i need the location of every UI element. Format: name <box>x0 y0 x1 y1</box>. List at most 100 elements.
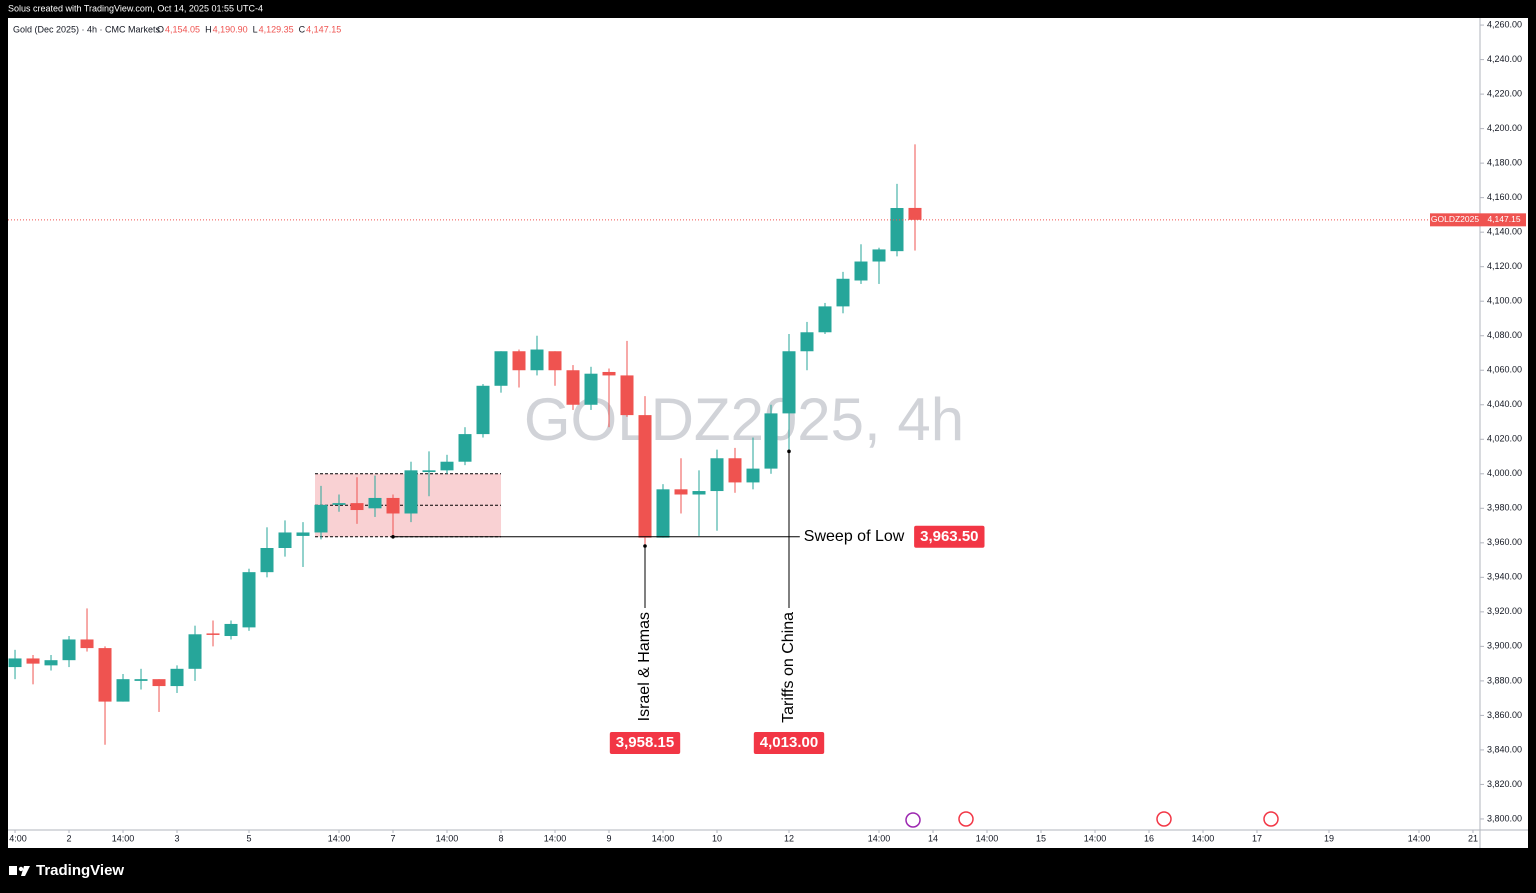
x-tick-label: 14:00 <box>436 833 459 843</box>
x-tick-label: 14:00 <box>1084 833 1107 843</box>
x-tick-label: 14:00 <box>544 833 567 843</box>
candle-body <box>224 623 238 637</box>
x-tick-label: 21 <box>1468 833 1478 843</box>
y-tick-label: 3,800.00 <box>1487 813 1522 823</box>
y-tick-label: 3,960.00 <box>1487 537 1522 547</box>
x-tick-label: 15 <box>1036 833 1046 843</box>
candle-body <box>746 468 760 483</box>
x-tick-label: 14:00 <box>328 833 351 843</box>
y-tick-label: 3,860.00 <box>1487 710 1522 720</box>
candle-body <box>440 461 454 471</box>
y-tick-label: 3,900.00 <box>1487 641 1522 651</box>
annotation-text: Sweep of Low <box>804 528 905 545</box>
candle-body <box>476 385 490 435</box>
y-tick-label: 4,120.00 <box>1487 261 1522 271</box>
candle-body <box>350 503 364 511</box>
candle-body <box>656 489 670 538</box>
annotation-dot <box>643 544 647 548</box>
y-tick-label: 3,920.00 <box>1487 606 1522 616</box>
candle-body <box>530 349 544 371</box>
candle-body <box>710 458 724 492</box>
candle-body <box>152 679 166 687</box>
candle-body <box>800 332 814 352</box>
candle-body <box>620 375 634 416</box>
candle-body <box>494 351 508 386</box>
brand-logo <box>9 866 30 876</box>
candle-body <box>296 532 310 536</box>
candle-body <box>386 497 400 514</box>
candle-body <box>548 351 562 371</box>
price-tag <box>1430 213 1526 227</box>
x-tick-label: 14:00 <box>976 833 999 843</box>
candle-body <box>98 648 112 702</box>
candle-body <box>80 639 94 649</box>
candle-body <box>458 434 472 462</box>
candle-body <box>638 415 652 538</box>
x-tick-label: 12 <box>784 833 794 843</box>
symbol: Gold (Dec 2025) · 4h · CMC Markets <box>13 24 161 34</box>
candle-body <box>242 572 256 628</box>
candle-body <box>278 532 292 549</box>
candle-body <box>188 634 202 669</box>
ohlc-legend: O 4,154.05 H 4,190.90 L 4,129.35 C 4,147.15 <box>157 24 341 34</box>
y-tick-label: 4,060.00 <box>1487 365 1522 375</box>
annotation-dot <box>391 534 395 539</box>
price-tag-name: GOLDZ2025 <box>1431 214 1479 224</box>
x-tick-label: 14:00 <box>1192 833 1215 843</box>
y-tick-label: 4,080.00 <box>1487 330 1522 340</box>
y-tick-label: 4,140.00 <box>1487 227 1522 237</box>
candle-body <box>872 249 886 262</box>
y-tick-label: 3,980.00 <box>1487 503 1522 513</box>
ohlc-key: L <box>253 24 258 34</box>
candle-body <box>692 491 706 495</box>
candle-body <box>764 413 778 469</box>
y-tick-label: 3,880.00 <box>1487 675 1522 685</box>
y-tick-label: 4,040.00 <box>1487 399 1522 409</box>
x-tick-label: 19 <box>1324 833 1334 843</box>
candle-body <box>368 497 382 509</box>
event-icons <box>905 811 1279 828</box>
brand: TradingView <box>36 862 124 879</box>
y-tick-label: 4,220.00 <box>1487 88 1522 98</box>
candle-body <box>782 351 796 414</box>
candle-body <box>260 548 274 573</box>
annotation-tag <box>609 732 681 754</box>
x-tick-label: 14:00 <box>112 833 135 843</box>
x-tick-label: 16 <box>1144 833 1154 843</box>
price-tag-label: 4,147.15 <box>1487 214 1520 224</box>
ohlc-value: 4,154.05 <box>165 24 200 34</box>
ohlc-value: 4,147.15 <box>306 24 341 34</box>
candle-body <box>206 633 220 635</box>
x-tick-label: 14:00 <box>1408 833 1431 843</box>
candle-body <box>836 278 850 307</box>
ohlc-key: O <box>157 24 164 34</box>
candle-body <box>818 306 832 333</box>
annotation-dot <box>787 449 791 454</box>
y-tick-label: 4,100.00 <box>1487 296 1522 306</box>
candle-body <box>62 639 76 661</box>
candle-body <box>890 208 904 252</box>
y-tick-label: 3,820.00 <box>1487 779 1522 789</box>
annotation-price: 4,013.00 <box>760 734 818 751</box>
candle-body <box>602 371 616 376</box>
ohlc-value: 4,190.90 <box>213 24 248 34</box>
y-tick-label: 4,200.00 <box>1487 123 1522 133</box>
y-tick-label: 3,940.00 <box>1487 572 1522 582</box>
candle-body <box>728 458 742 483</box>
annotation-tag <box>753 732 825 754</box>
ohlc-key: H <box>205 24 212 34</box>
candle-body <box>566 370 580 405</box>
y-tick-label: 4,000.00 <box>1487 468 1522 478</box>
candle-body <box>854 261 868 281</box>
x-tick-label: 8 <box>498 833 503 843</box>
y-tick-label: 4,240.00 <box>1487 54 1522 64</box>
x-tick-label: 14:00 <box>868 833 891 843</box>
ohlc-value: 4,129.35 <box>259 24 294 34</box>
candle-body <box>8 658 22 668</box>
x-tick-label: 9 <box>606 833 611 843</box>
candle-body <box>332 503 346 505</box>
x-tick-label: 17 <box>1252 833 1262 843</box>
x-tick-label: 7 <box>391 833 396 843</box>
